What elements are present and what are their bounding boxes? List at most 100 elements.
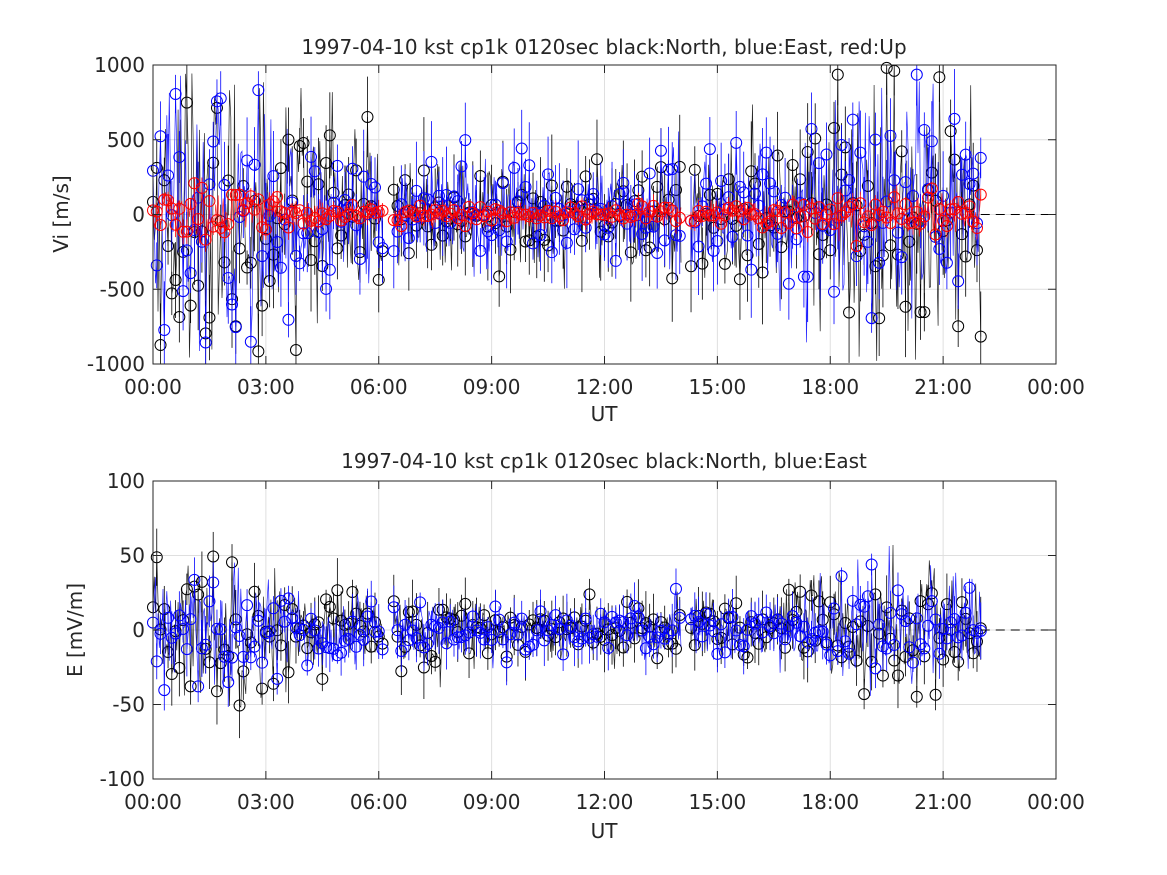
data-point-east bbox=[493, 224, 506, 237]
data-point-up bbox=[895, 213, 908, 226]
data-point-east bbox=[779, 633, 792, 646]
data-point-north bbox=[733, 273, 746, 286]
y-tick-label: -1000 bbox=[87, 352, 145, 376]
data-point-up bbox=[876, 205, 889, 218]
data-point-east bbox=[199, 336, 212, 349]
data-point-east bbox=[779, 191, 792, 204]
data-point-east bbox=[929, 613, 942, 626]
data-point-up bbox=[914, 217, 927, 230]
data-point-up bbox=[417, 209, 430, 222]
data-point-east bbox=[940, 256, 953, 269]
data-point-north bbox=[873, 312, 886, 325]
data-point-up bbox=[346, 199, 359, 212]
data-point-east bbox=[207, 135, 220, 148]
data-point-east bbox=[474, 626, 487, 639]
series-trace-east bbox=[152, 545, 982, 696]
data-point-east bbox=[839, 184, 852, 197]
data-point-east bbox=[820, 148, 833, 161]
data-point-east bbox=[177, 623, 190, 636]
data-point-up bbox=[376, 204, 389, 217]
data-point-up bbox=[203, 195, 216, 208]
data-point-east bbox=[587, 188, 600, 201]
data-point-east bbox=[824, 649, 837, 662]
data-point-east bbox=[654, 144, 667, 157]
data-point-east bbox=[967, 167, 980, 180]
data-point-east bbox=[410, 632, 423, 645]
data-point-up bbox=[794, 210, 807, 223]
data-point-east bbox=[891, 226, 904, 239]
data-point-east bbox=[557, 648, 570, 661]
data-point-north bbox=[372, 273, 385, 286]
data-point-east bbox=[899, 615, 912, 628]
data-point-east bbox=[248, 640, 261, 653]
data-point-up bbox=[440, 210, 453, 223]
data-point-east bbox=[575, 632, 588, 645]
data-point-north bbox=[331, 584, 344, 597]
data-point-north bbox=[812, 248, 825, 261]
data-point-north bbox=[173, 311, 186, 324]
data-point-east bbox=[948, 613, 961, 626]
data-point-east bbox=[745, 610, 758, 623]
data-point-north bbox=[621, 595, 634, 608]
data-point-north bbox=[895, 145, 908, 158]
data-point-east bbox=[368, 625, 381, 638]
data-point-east bbox=[835, 138, 848, 151]
data-point-east bbox=[173, 609, 186, 622]
data-point-up bbox=[538, 211, 551, 224]
data-point-east bbox=[432, 189, 445, 202]
data-point-east bbox=[365, 178, 378, 191]
data-point-north bbox=[459, 597, 472, 610]
data-point-east bbox=[703, 143, 716, 156]
data-point-east bbox=[632, 611, 645, 624]
data-point-east bbox=[696, 630, 709, 643]
data-point-up bbox=[199, 233, 212, 246]
data-point-east bbox=[692, 616, 705, 629]
data-point-up bbox=[703, 209, 716, 222]
data-point-east bbox=[636, 228, 649, 241]
data-point-north bbox=[771, 149, 784, 162]
efield-chart-title: 1997-04-10 kst cp1k 0120sec black:North,… bbox=[341, 449, 867, 473]
data-point-east bbox=[271, 235, 284, 248]
data-point-north bbox=[880, 61, 893, 74]
x-tick-label: 03:00 bbox=[237, 790, 295, 814]
data-point-east bbox=[831, 645, 844, 658]
y-tick-label: 1000 bbox=[94, 53, 145, 77]
data-point-east bbox=[639, 642, 652, 655]
data-point-east bbox=[169, 627, 182, 640]
data-point-east bbox=[745, 263, 758, 276]
data-point-east bbox=[843, 173, 856, 186]
data-point-east bbox=[158, 323, 171, 336]
data-point-east bbox=[180, 643, 193, 656]
data-point-east bbox=[184, 267, 197, 280]
data-point-north bbox=[293, 140, 306, 153]
data-point-east bbox=[764, 177, 777, 190]
y-tick-label: 500 bbox=[107, 128, 145, 152]
data-point-east bbox=[715, 174, 728, 187]
data-point-east bbox=[955, 629, 968, 642]
data-point-north bbox=[323, 129, 336, 142]
x-tick-label: 00:00 bbox=[1027, 790, 1085, 814]
data-point-east bbox=[222, 271, 235, 284]
data-point-east bbox=[523, 159, 536, 172]
data-point-north bbox=[274, 162, 287, 175]
data-point-east bbox=[184, 613, 197, 626]
data-point-east bbox=[417, 641, 430, 654]
data-point-up bbox=[824, 203, 837, 216]
data-point-north bbox=[959, 250, 972, 263]
data-point-up bbox=[195, 181, 208, 194]
data-point-north bbox=[688, 639, 701, 652]
data-point-east bbox=[692, 240, 705, 253]
data-point-east bbox=[749, 617, 761, 630]
data-point-east bbox=[293, 257, 306, 270]
data-point-east bbox=[888, 638, 901, 651]
data-point-up bbox=[350, 209, 363, 222]
data-point-up bbox=[910, 205, 923, 218]
data-point-east bbox=[372, 236, 385, 249]
data-point-up bbox=[553, 210, 566, 223]
data-point-east bbox=[395, 198, 408, 211]
electric-field-panel: 00:00 03:00 06:00 09:00 12:00 15:00 18:00 21:00… bbox=[63, 449, 1085, 843]
data-point-east bbox=[974, 151, 987, 164]
data-point-up bbox=[327, 205, 340, 218]
data-point-east bbox=[519, 180, 532, 193]
data-point-up bbox=[741, 201, 754, 214]
